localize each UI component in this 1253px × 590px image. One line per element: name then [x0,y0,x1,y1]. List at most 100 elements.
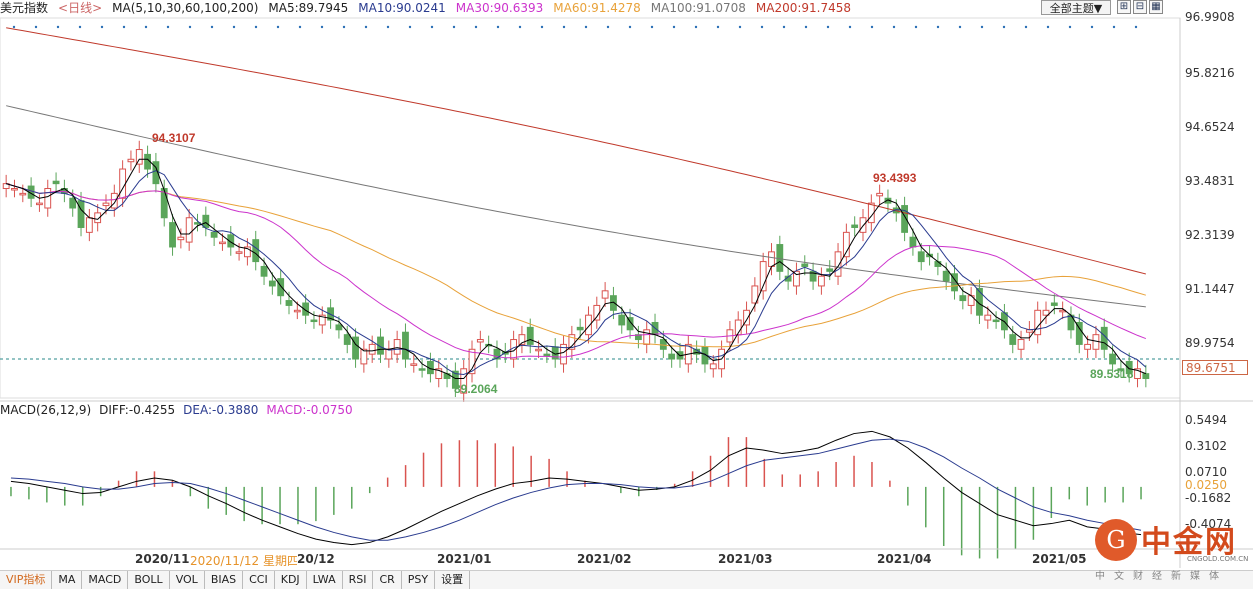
candle-body [476,339,484,343]
grid-plus-icon[interactable]: ⊞ [1117,0,1131,14]
tab-ma[interactable]: MA [52,571,83,589]
top-marker [12,25,16,29]
tab-settings[interactable]: 设置 [435,571,471,589]
macd-tick: -0.1682 [1185,491,1232,505]
candle-body [260,265,268,277]
candle-body [2,183,10,190]
top-marker [892,25,896,29]
top-marker [870,25,874,29]
candle-body [302,302,310,316]
candle-body [1034,309,1042,336]
top-marker [430,25,434,29]
macd-current: 0.0250 [1185,478,1227,492]
candle-body [44,188,52,209]
top-marker [364,25,368,29]
ma200-line [6,27,1146,275]
theme-dropdown[interactable]: 全部主题▼ [1041,0,1111,15]
date-label: 2021/02 [577,552,632,566]
date-label: 2021/01 [437,552,492,566]
candle-body [817,275,825,287]
top-marker [628,25,632,29]
candle-body [393,339,401,355]
price-tick: 92.3139 [1185,228,1235,242]
candle-body [268,280,276,287]
candle-body [793,270,800,287]
candle-body [976,287,983,316]
tab-bias[interactable]: BIAS [205,571,244,589]
candle-body [219,241,226,245]
candle-body [768,251,775,267]
candle-body [535,348,542,352]
candle-body [343,334,351,345]
diff-line [10,430,1142,546]
macd-value: MACD:-0.0750 [266,403,353,417]
current-price-label: 89.6751 [1182,360,1248,375]
candle-body [859,217,867,233]
date-label-partial: 20/12 [297,552,335,566]
top-marker [760,25,764,29]
top-marker [254,25,258,29]
top-marker [936,25,940,29]
tab-kdj[interactable]: KDJ [275,571,307,589]
date-label: 2021/05 [1032,552,1087,566]
tab-boll[interactable]: BOLL [128,571,170,589]
candle-body [834,251,842,277]
top-marker [848,25,852,29]
top-marker [694,25,698,29]
candle-body [493,348,501,360]
date-label: 2021/04 [877,552,932,566]
tab-cr[interactable]: CR [373,571,402,589]
candle-body [1067,314,1075,331]
top-marker [210,25,214,29]
top-marker [716,25,720,29]
top-marker [804,25,808,29]
top-marker [78,25,82,29]
ma30-line [6,183,1147,359]
candle-body [576,326,584,331]
candle-body [1109,353,1116,365]
candle-body [801,263,809,267]
period-label[interactable]: <日线> [58,1,103,15]
ma60-line [6,183,1146,348]
price-tick: 95.8216 [1185,66,1235,80]
tab-macd[interactable]: MACD [82,571,129,589]
candle-body [119,168,127,199]
candle-body [601,290,609,299]
candle-body [668,353,676,360]
grid-icon[interactable]: ▦ [1149,0,1163,14]
candle-body [385,348,393,360]
top-marker [584,25,588,29]
candle-body [177,236,185,241]
top-marker [1134,25,1138,29]
candle-body [585,314,592,336]
top-marker [188,25,192,29]
tab-rsi[interactable]: RSI [343,571,374,589]
logo-subtitle: 中文财经新媒体 [1095,571,1228,582]
top-marker [606,25,610,29]
price-tick: 96.9908 [1185,10,1235,24]
tab-lwa[interactable]: LWA [307,571,343,589]
candle-body [784,275,792,282]
tab-vol[interactable]: VOL [170,571,205,589]
candle-body [127,158,135,163]
extreme-label: 94.3107 [152,131,196,145]
ma10-line [6,170,1147,375]
candle-body [809,270,817,282]
candle-body [934,261,942,267]
candle-body [85,217,93,233]
tab-vip[interactable]: VIP指标 [0,571,53,589]
top-marker [298,25,302,29]
macd-tick: -0.4074 [1185,517,1232,531]
candle-body [626,317,634,331]
candle-body [851,224,859,228]
top-marker [958,25,962,29]
candle-body [410,363,418,366]
tab-psy[interactable]: PSY [402,571,436,589]
ma-params: MA(5,10,30,60,100,200) [112,1,259,15]
top-marker [56,25,60,29]
candle-body [709,363,717,370]
candle-body [518,334,526,345]
grid-minus-icon[interactable]: ⊟ [1133,0,1147,14]
tab-cci[interactable]: CCI [243,571,275,589]
